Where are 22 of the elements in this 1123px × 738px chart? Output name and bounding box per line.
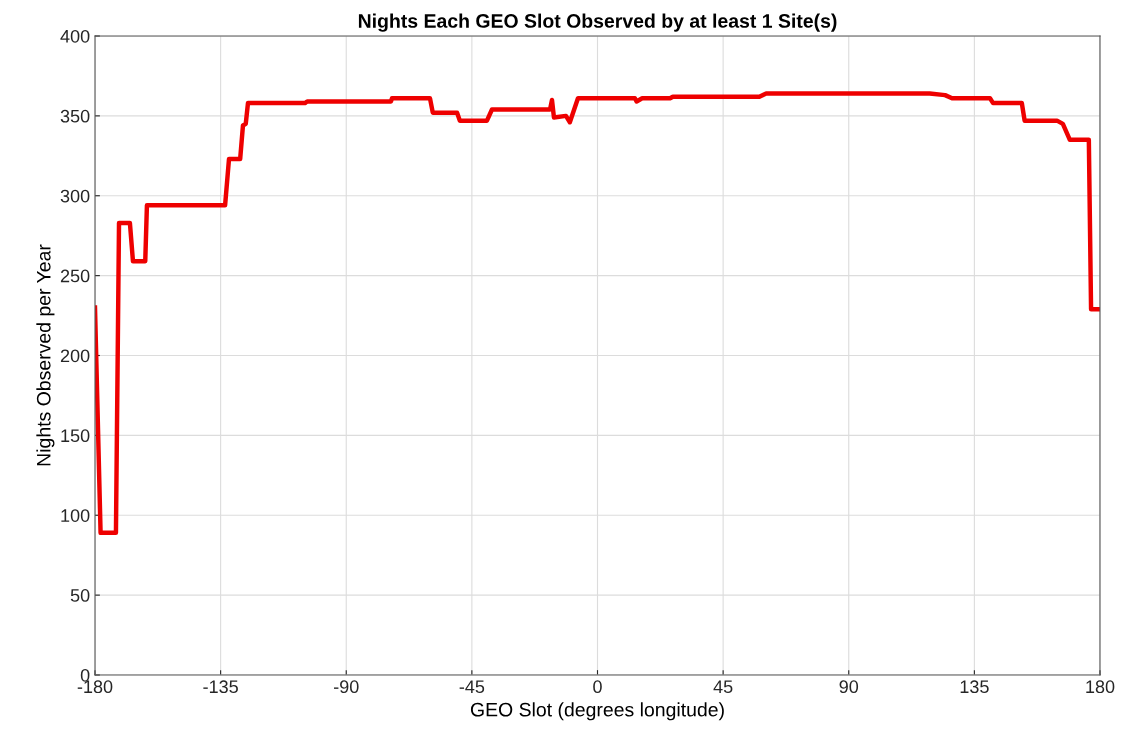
x-tick-label: 135: [960, 680, 989, 694]
y-tick-label: 0: [80, 668, 90, 682]
x-tick-label: -45: [459, 680, 485, 694]
y-tick-label: 400: [60, 29, 90, 43]
y-tick-label: 250: [60, 269, 90, 283]
x-tick-label: 180: [1086, 680, 1115, 694]
y-tick-label: 100: [61, 509, 90, 522]
y-tick-label: 300: [60, 189, 90, 203]
y-tick-label: 150: [61, 429, 90, 443]
x-tick-label: -180: [77, 680, 113, 694]
y-tick-label: 200: [60, 349, 90, 363]
y-axis-title: Nights Observed per Year: [36, 244, 55, 466]
y-tick-label: 50: [70, 589, 90, 602]
x-tick-label: -90: [334, 680, 359, 694]
y-tick-label: 350: [60, 109, 90, 123]
chart-title: Nights Each GEO Slot Observed by at least 1 Site(s): [358, 13, 837, 32]
x-tick-label: 0: [593, 680, 602, 694]
x-tick-label: 45: [713, 680, 733, 694]
x-tick-label: -135: [203, 680, 238, 694]
x-tick-label: 90: [839, 680, 859, 694]
x-axis-title: GEO Slot (degrees longitude): [470, 702, 724, 721]
line-series: [95, 91, 1100, 536]
